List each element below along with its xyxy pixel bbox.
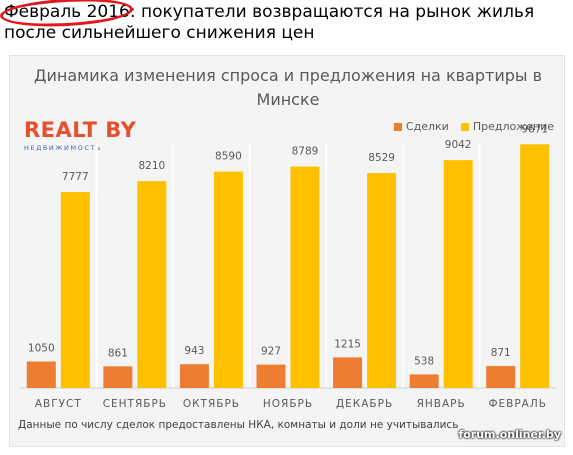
bar-chart: 1050 7777 АВГУСТ 861 8210 СЕНТЯБРЬ 943 8590 ОКТЯ…: [20, 123, 556, 410]
chart-legend: Сделки Предложение: [393, 120, 554, 133]
bar-offers: [213, 171, 243, 388]
bar-deals: [179, 364, 209, 388]
data-label-offers: 8789: [292, 146, 319, 158]
chart-footnote: Данные по числу сделок предоставлены НКА…: [18, 419, 459, 431]
x-tick-label: НОЯБРЬ: [263, 398, 313, 410]
bar-deals: [486, 366, 516, 388]
bar-deals: [103, 366, 133, 388]
logo-name: REALT BY: [24, 118, 137, 142]
data-label-deals: 1215: [334, 338, 361, 350]
x-tick-label: СЕНТЯБРЬ: [103, 398, 167, 410]
x-tick-label: ДЕКАБРЬ: [336, 398, 393, 410]
data-label-offers: 8210: [138, 160, 165, 172]
bar-offers: [60, 192, 90, 388]
data-label-deals: 927: [261, 346, 281, 358]
bar-offers: [443, 160, 473, 388]
data-label-deals: 538: [414, 355, 434, 367]
data-label-offers: 8529: [368, 152, 395, 164]
data-label-deals: 1050: [28, 343, 55, 355]
data-label-offers: 9042: [445, 139, 472, 151]
logo-subtitle: НЕДВИЖИМОСТЬ: [24, 144, 103, 152]
bar-offers: [520, 144, 550, 388]
headline: Февраль 2016: покупатели возвращаются на…: [0, 0, 569, 44]
bar-offers: [290, 166, 320, 388]
legend-swatch-offers: [460, 122, 469, 131]
bar-deals: [333, 357, 363, 388]
legend-item-offers: Предложение: [460, 120, 554, 133]
x-tick-label: ОКТЯБРЬ: [183, 398, 240, 410]
legend-label-offers: Предложение: [472, 120, 554, 133]
legend-label-deals: Сделки: [405, 120, 449, 133]
bar-offers: [137, 181, 167, 388]
chart-panel: Динамика изменения спроса и предложения …: [9, 55, 565, 447]
data-label-deals: 871: [491, 347, 511, 359]
legend-swatch-deals: [393, 122, 402, 131]
headline-highlight: Февраль 2016: [0, 0, 134, 30]
x-tick-label: ЯНВАРЬ: [417, 398, 466, 410]
watermark: forum.onliner.by: [458, 428, 561, 441]
bar-deals: [256, 364, 286, 388]
x-tick-label: ФЕВРАЛЬ: [488, 398, 547, 410]
realt-logo: REALT BY НЕДВИЖИМОСТЬ: [24, 118, 144, 158]
data-label-offers: 9671: [521, 123, 548, 135]
data-label-offers: 7777: [62, 171, 89, 183]
headline-rest: : покупатели возвращаются на рынок жилья…: [4, 2, 535, 43]
data-label-offers: 8590: [215, 151, 242, 163]
bar-offers: [367, 173, 397, 388]
x-tick-label: АВГУСТ: [35, 398, 82, 410]
bar-deals: [409, 374, 439, 388]
bar-deals: [26, 361, 56, 388]
chart-title: Динамика изменения спроса и предложения …: [33, 66, 543, 109]
legend-item-deals: Сделки: [393, 120, 449, 133]
data-label-deals: 861: [108, 347, 128, 359]
data-label-deals: 943: [184, 345, 204, 357]
